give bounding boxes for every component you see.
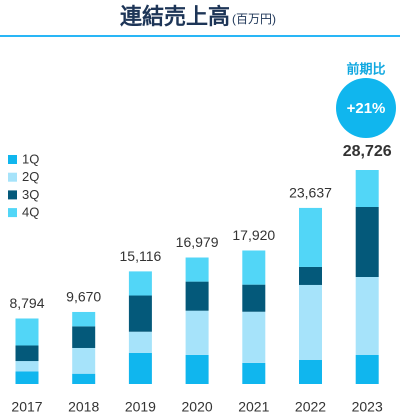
total-label: 8,794 (9, 295, 44, 311)
bar-segment (72, 326, 96, 348)
legend-swatch (8, 172, 17, 182)
total-label: 16,979 (176, 234, 219, 250)
bar-segment (128, 331, 152, 353)
bar-segment (185, 310, 209, 355)
bar-segment (72, 373, 96, 384)
total-label: 15,116 (120, 248, 162, 264)
badge-circle (336, 78, 396, 138)
bar-segment (242, 311, 266, 363)
total-label: 17,920 (232, 227, 275, 243)
chart-subtitle: (百万円) (232, 12, 276, 26)
bar-segment (72, 311, 96, 327)
bar-segment (355, 277, 379, 355)
bar-segment (72, 347, 96, 374)
bar-segment (15, 345, 39, 362)
bar-segment (355, 170, 379, 208)
bar-segment (242, 284, 266, 312)
x-tick-label: 2023 (352, 399, 383, 415)
x-tick-label: 2022 (295, 399, 326, 415)
bar-segment (15, 318, 39, 346)
legend-label: 1Q (22, 151, 39, 166)
bar-segment (355, 354, 379, 384)
bar-segment (299, 359, 322, 384)
legend-swatch (8, 190, 17, 200)
legend-swatch (8, 155, 17, 164)
x-tick-label: 2018 (68, 399, 99, 415)
x-tick-label: 2021 (238, 399, 269, 415)
badge-label: 前期比 (346, 61, 385, 76)
bar-segment (185, 354, 209, 384)
bar-segment (242, 250, 266, 285)
bar-segment (242, 362, 266, 384)
bar-segment (15, 361, 39, 372)
bar-segment (185, 281, 209, 311)
bar-segment (355, 207, 379, 277)
bar-segment (299, 207, 322, 267)
bar-segment (15, 371, 39, 384)
total-label: 9,670 (66, 289, 101, 305)
total-label: 28,726 (343, 143, 392, 160)
x-tick-label: 2019 (125, 399, 156, 415)
legend-label: 2Q (22, 169, 39, 184)
legend-label: 3Q (22, 187, 39, 202)
badge-value: +21% (347, 100, 386, 117)
chart-title: 連結売上高 (120, 4, 230, 29)
bar-segment (185, 257, 209, 282)
x-tick-label: 2020 (182, 399, 213, 415)
total-label: 23,637 (289, 185, 332, 201)
bar-segment (128, 295, 152, 332)
bar-segment (128, 271, 152, 296)
x-tick-label: 2017 (11, 399, 42, 415)
legend-label: 4Q (22, 205, 39, 220)
bar-segment (128, 352, 152, 384)
title-rule (0, 35, 400, 37)
bar-segment (299, 266, 322, 285)
legend-swatch (8, 208, 17, 218)
bar-segment (299, 284, 322, 360)
